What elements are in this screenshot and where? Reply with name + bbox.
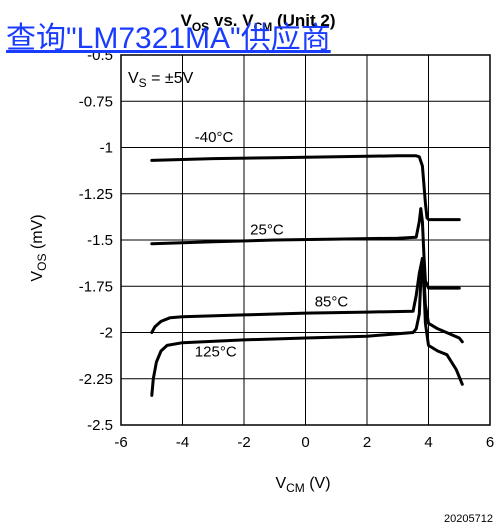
y-tick-label: -1.25 [79, 186, 113, 203]
y-tick-label: -2.25 [79, 371, 113, 388]
series-label: -40°C [195, 129, 234, 146]
x-axis-label: VCM (V) [275, 475, 330, 495]
y-tick-label: -0.75 [79, 93, 113, 110]
y-axis-label: VOS (mV) [29, 214, 49, 281]
supply-voltage-annotation: VS = ±5V [128, 70, 194, 90]
supplier-query-link[interactable]: 查询"LM7321MA"供应商 [6, 22, 331, 55]
series-label: 125°C [195, 344, 237, 361]
series-line [150, 257, 464, 344]
y-tick-label: -2.5 [87, 417, 113, 434]
x-tick-label: -6 [114, 434, 127, 451]
plot-frame [120, 54, 491, 426]
x-tick-label: 4 [424, 434, 432, 451]
x-tick-label: 2 [363, 434, 371, 451]
x-tick-label: 0 [301, 434, 309, 451]
tick-labels: -6 -4 -2 0 2 4 6 -2.5 -2.25 -2 -1.75 -1.5 -1.25 -1 -0.… [79, 47, 494, 451]
y-tick-label: -1.5 [87, 232, 113, 249]
series-label: 25°C [250, 221, 284, 238]
series-label: 85°C [315, 294, 349, 311]
series-line [150, 257, 464, 397]
chart-title: VOS vs. VCM (Unit 2) [180, 11, 335, 34]
y-tick-label: -1.75 [79, 278, 113, 295]
series-line [150, 154, 461, 222]
x-tick-label: -2 [237, 434, 250, 451]
chart-series: -40°C 25°C 85°C 125°C [150, 129, 464, 397]
y-tick-label: -2 [100, 325, 113, 342]
x-tick-label: 6 [486, 434, 494, 451]
x-tick-label: -4 [176, 434, 189, 451]
figure-code: 20205712 [444, 513, 493, 525]
y-tick-label: -1 [100, 140, 113, 157]
y-tick-label: -0.5 [87, 47, 113, 64]
